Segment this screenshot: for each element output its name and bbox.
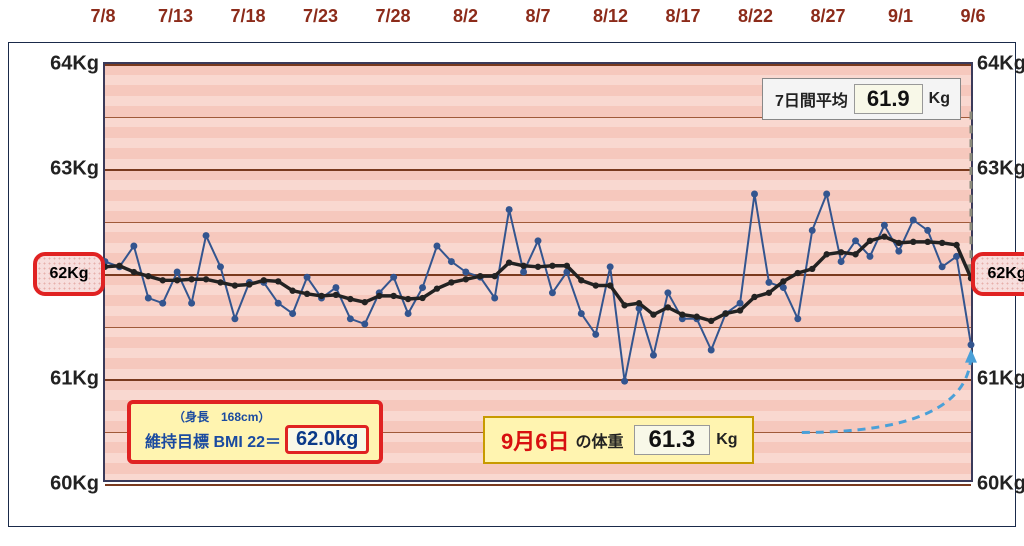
avg7-box: 7日間平均 61.9 Kg (762, 78, 961, 120)
today-box: 9月6日 の体重 61.3 Kg (483, 416, 754, 464)
x-axis-label: 8/7 (525, 6, 550, 27)
y-highlight-badge-right: 62Kg (971, 252, 1024, 296)
y-axis-label-left: 63Kg (50, 158, 99, 181)
x-axis-label: 7/28 (375, 6, 410, 27)
x-axis-label: 7/18 (230, 6, 265, 27)
x-axis-label: 7/13 (158, 6, 193, 27)
x-axis-label: 7/8 (90, 6, 115, 27)
avg7-label: 7日間平均 (775, 87, 848, 111)
y-axis-label-left: 61Kg (50, 368, 99, 391)
x-axis-label: 7/23 (303, 6, 338, 27)
bmi-value: 62.0kg (285, 425, 369, 454)
bmi-label: 維持目標 BMI 22＝ (145, 428, 281, 452)
today-unit: Kg (716, 431, 737, 449)
avg7-unit: Kg (929, 90, 950, 108)
x-axis-label: 8/12 (593, 6, 628, 27)
plot-area: 7日間平均 61.9 Kg （身長 168cm） 維持目標 BMI 22＝ 62… (103, 62, 973, 482)
x-axis-label: 9/1 (888, 6, 913, 27)
y-axis-label-right: 61Kg (977, 368, 1024, 391)
bmi-box: （身長 168cm） 維持目標 BMI 22＝ 62.0kg (127, 400, 383, 464)
x-axis-label: 8/27 (810, 6, 845, 27)
today-suffix: の体重 (575, 428, 623, 452)
bmi-height: （身長 168cm） (173, 408, 270, 425)
x-axis-label: 8/22 (738, 6, 773, 27)
today-value: 61.3 (634, 425, 711, 455)
y-axis-label-left: 64Kg (50, 53, 99, 76)
y-axis-label-right: 60Kg (977, 473, 1024, 496)
y-axis-label-right: 64Kg (977, 53, 1024, 76)
x-axis-labels: 7/8 7/13 7/18 7/23 7/28 8/2 8/7 8/12 8/17 8/22 8/2… (0, 6, 1024, 36)
avg7-value: 61.9 (854, 84, 923, 114)
y-axis-label-left: 60Kg (50, 473, 99, 496)
y-highlight-badge-left: 62Kg (33, 252, 105, 296)
y-axis-label-right: 63Kg (977, 158, 1024, 181)
x-axis-label: 9/6 (960, 6, 985, 27)
today-date: 9月6日 (501, 424, 569, 456)
x-axis-label: 8/2 (453, 6, 478, 27)
x-axis-label: 8/17 (665, 6, 700, 27)
